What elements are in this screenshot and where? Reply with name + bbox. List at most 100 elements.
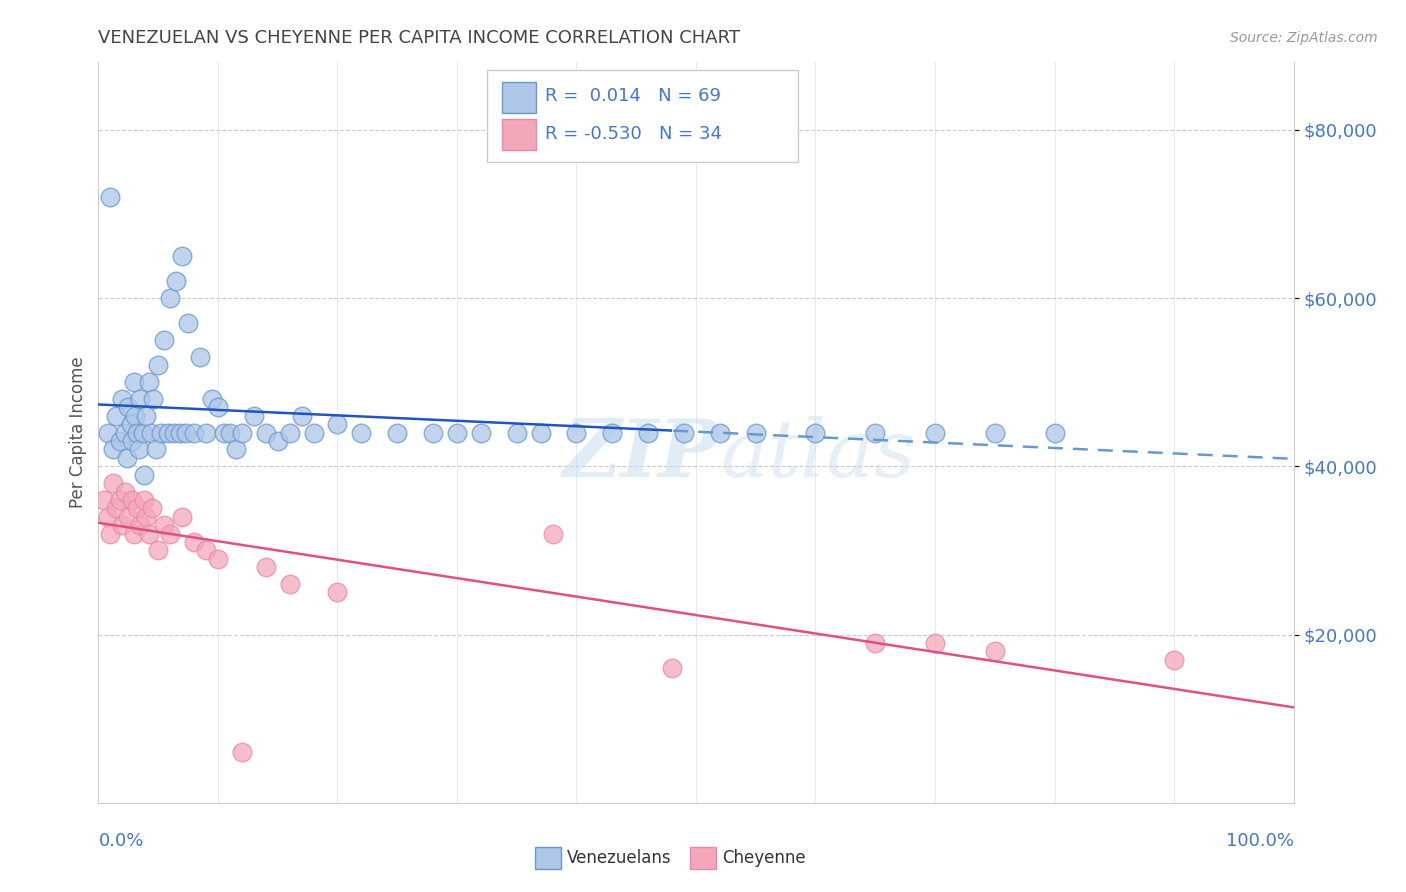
Point	[124, 409, 146, 423]
Point	[111, 518, 134, 533]
Point	[541, 526, 564, 541]
Point	[139, 425, 162, 440]
Point	[924, 425, 946, 440]
Point	[984, 644, 1007, 658]
Point	[254, 560, 277, 574]
Point	[105, 409, 128, 423]
Point	[132, 492, 155, 507]
Point	[212, 425, 235, 440]
Point	[267, 434, 290, 448]
Point	[124, 375, 146, 389]
Point	[506, 425, 529, 440]
Point	[135, 409, 157, 423]
Point	[326, 585, 349, 599]
Point	[565, 425, 588, 440]
FancyBboxPatch shape	[534, 847, 561, 870]
Point	[101, 476, 124, 491]
Point	[530, 425, 553, 440]
Point	[231, 745, 253, 759]
Point	[114, 425, 136, 440]
Point	[207, 401, 229, 415]
Point	[709, 425, 731, 440]
Point	[148, 543, 170, 558]
Text: atlas: atlas	[720, 416, 915, 493]
Point	[350, 425, 373, 440]
Point	[422, 425, 444, 440]
Point	[1043, 425, 1066, 440]
Y-axis label: Per Capita Income: Per Capita Income	[69, 357, 87, 508]
Point	[302, 425, 325, 440]
Point	[121, 434, 143, 448]
Point	[128, 442, 150, 457]
Point	[163, 425, 186, 440]
Point	[138, 375, 160, 389]
Point	[865, 425, 887, 440]
Point	[165, 274, 187, 288]
Point	[673, 425, 696, 440]
Point	[114, 484, 136, 499]
Point	[97, 509, 120, 524]
Point	[183, 425, 205, 440]
Point	[98, 526, 122, 541]
Point	[177, 316, 200, 330]
Point	[602, 425, 624, 440]
Point	[865, 636, 887, 650]
Point	[124, 526, 146, 541]
Point	[637, 425, 659, 440]
Point	[108, 492, 131, 507]
Point	[231, 425, 253, 440]
Point	[172, 249, 194, 263]
Point	[385, 425, 409, 440]
Point	[121, 492, 143, 507]
Point	[924, 636, 946, 650]
Point	[149, 425, 172, 440]
Point	[172, 509, 194, 524]
Point	[804, 425, 827, 440]
Point	[183, 535, 205, 549]
Text: 0.0%: 0.0%	[98, 832, 143, 850]
Point	[98, 190, 122, 204]
Point	[153, 333, 176, 347]
Point	[661, 661, 683, 675]
Point	[148, 359, 170, 373]
Point	[125, 501, 148, 516]
Point	[174, 425, 197, 440]
Text: R = -0.530   N = 34: R = -0.530 N = 34	[546, 125, 723, 144]
Point	[129, 518, 152, 533]
Point	[117, 401, 139, 415]
Point	[145, 442, 167, 457]
Point	[105, 501, 128, 516]
Text: ZIP: ZIP	[562, 416, 720, 493]
FancyBboxPatch shape	[502, 82, 536, 112]
Point	[326, 417, 349, 432]
Point	[207, 551, 229, 566]
Point	[153, 518, 176, 533]
Point	[111, 392, 134, 406]
Point	[225, 442, 247, 457]
Point	[219, 425, 242, 440]
Point	[135, 509, 157, 524]
Point	[129, 392, 152, 406]
Point	[188, 350, 211, 364]
Text: Venezuelans: Venezuelans	[567, 848, 672, 867]
Point	[97, 425, 120, 440]
FancyBboxPatch shape	[690, 847, 716, 870]
Point	[159, 526, 181, 541]
Point	[446, 425, 468, 440]
Text: VENEZUELAN VS CHEYENNE PER CAPITA INCOME CORRELATION CHART: VENEZUELAN VS CHEYENNE PER CAPITA INCOME…	[98, 29, 741, 47]
Text: R =  0.014   N = 69: R = 0.014 N = 69	[546, 87, 721, 105]
Point	[745, 425, 768, 440]
Point	[169, 425, 191, 440]
Point	[195, 543, 218, 558]
Text: Source: ZipAtlas.com: Source: ZipAtlas.com	[1230, 31, 1378, 45]
Point	[108, 434, 131, 448]
Point	[142, 392, 165, 406]
Point	[117, 509, 139, 524]
Point	[159, 291, 181, 305]
Point	[278, 425, 301, 440]
Point	[125, 425, 148, 440]
Point	[120, 417, 142, 432]
Point	[254, 425, 277, 440]
FancyBboxPatch shape	[486, 70, 797, 162]
Point	[984, 425, 1007, 440]
